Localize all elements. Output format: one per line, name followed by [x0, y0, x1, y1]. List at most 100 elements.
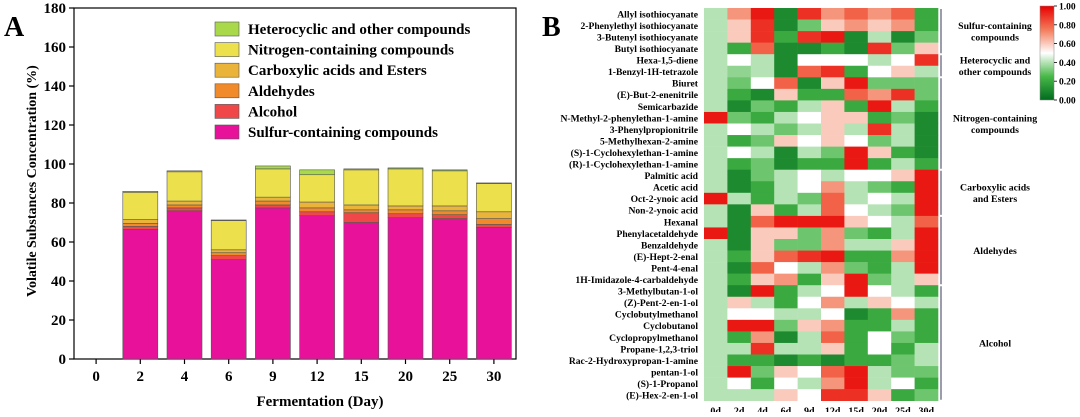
heatmap-row-label: Allyl isothiocyanate	[617, 9, 698, 20]
heatmap-cell	[867, 215, 892, 228]
heatmap-row-label: Propane-1,2,3-triol	[620, 344, 698, 355]
heatmap-cell	[774, 8, 798, 20]
heatmap-cell	[704, 100, 728, 113]
heatmap-cell	[797, 296, 822, 309]
heatmap-cell	[821, 77, 845, 90]
x-tick-label: 0	[92, 369, 100, 385]
heatmap-cell	[891, 88, 915, 101]
heatmap-cell	[821, 54, 845, 67]
heatmap-cell	[844, 354, 869, 367]
heatmap-cell	[844, 100, 869, 113]
heatmap-cell	[867, 111, 892, 124]
heatmap-cell	[704, 342, 728, 355]
heatmap-cell	[797, 135, 822, 147]
group-label: Sulfur-containing	[958, 21, 1032, 32]
heatmap-cell	[844, 389, 869, 401]
heatmap-cell	[727, 135, 752, 147]
heatmap-cell	[844, 169, 869, 182]
heatmap-cell	[844, 146, 869, 159]
heatmap-cell	[821, 354, 845, 367]
heatmap-cell	[750, 19, 775, 32]
heatmap-row-label: Phenylacetaldehyde	[616, 229, 698, 240]
heatmap-cell	[774, 135, 798, 147]
heatmap-cell	[821, 319, 845, 332]
group-label: Aldehydes	[973, 246, 1017, 257]
heatmap-row-label: Biuret	[672, 79, 699, 90]
colorbar-gradient	[1039, 5, 1055, 101]
heatmap-cell	[704, 31, 728, 43]
heatmap-cell	[844, 285, 869, 298]
colorbar-tick-label: 0.60	[1059, 40, 1076, 50]
heatmap-cell	[727, 366, 752, 378]
heatmap-cell	[891, 135, 915, 147]
heatmap-cell	[891, 296, 915, 309]
heatmap-cell	[891, 239, 915, 251]
panel-a-bars	[122, 165, 512, 360]
bar-segment	[343, 168, 380, 171]
heatmap-cell	[821, 204, 845, 217]
heatmap-cell	[797, 227, 822, 240]
heatmap-cell	[844, 239, 869, 251]
heatmap-cell	[891, 181, 915, 194]
heatmap-row-label: Cyclobutylmethanol	[615, 310, 698, 321]
heatmap-cell	[774, 262, 798, 274]
bar-segment	[166, 204, 203, 209]
legend-swatch	[214, 42, 240, 57]
heatmap-cell	[727, 192, 752, 205]
y-tick-label: 160	[44, 40, 67, 56]
bar-segment	[210, 259, 247, 360]
bar-segment	[476, 211, 512, 219]
heatmap-cell	[867, 285, 892, 298]
heatmap-cell	[774, 354, 798, 367]
panel-b-label: B	[542, 12, 561, 43]
heatmap-row-label: pentan-1-ol	[651, 367, 698, 378]
heatmap-cell	[867, 181, 892, 194]
heatmap-cell	[891, 111, 915, 124]
heatmap-cell	[867, 273, 892, 286]
heatmap-column-label: 20d	[872, 407, 888, 412]
heatmap-cell	[867, 204, 892, 217]
heatmap-cell	[867, 146, 892, 159]
heatmap-cell	[867, 366, 892, 378]
bar-segment	[343, 204, 380, 211]
heatmap-cell	[774, 111, 798, 124]
heatmap-cell	[844, 77, 869, 90]
bar-segment	[431, 169, 468, 172]
heatmap-cell	[867, 65, 892, 78]
bar-segment	[476, 182, 512, 184]
heatmap-cell	[750, 169, 775, 182]
heatmap-cell	[727, 227, 752, 240]
heatmap-cell	[704, 273, 728, 286]
heatmap-cell	[914, 296, 939, 309]
y-tick-label: 40	[51, 274, 66, 290]
heatmap-row-label: (E)-Hex-2-en-1-ol	[626, 391, 698, 402]
heatmap-cell	[774, 331, 798, 344]
heatmap-cell	[774, 239, 798, 251]
bar-segment	[299, 211, 335, 216]
heatmap-cell	[867, 389, 892, 401]
heatmap-cell	[891, 377, 915, 390]
heatmap-cell	[844, 273, 869, 286]
heatmap-row-label: Non-2-ynoic acid	[628, 206, 698, 217]
bar-segment	[210, 252, 247, 256]
heatmap-cell	[727, 389, 752, 401]
heatmap-cell	[797, 31, 822, 43]
x-tick-label: 9	[269, 369, 277, 385]
heatmap-cell	[774, 377, 798, 390]
heatmap-cell	[750, 77, 775, 90]
heatmap-cell	[750, 227, 775, 240]
legend-swatch	[214, 21, 240, 37]
colorbar-tick-label: 1.00	[1059, 3, 1076, 13]
heatmap-cell	[774, 31, 798, 43]
bar-segment	[299, 207, 335, 213]
heatmap-cell	[750, 135, 775, 147]
bar-segment	[166, 171, 203, 202]
heatmap-column-label: 2d	[734, 407, 745, 412]
bar-segment	[431, 170, 468, 207]
heatmap-cell	[750, 192, 775, 205]
y-tick-label: 80	[51, 196, 66, 212]
bar-segment	[387, 205, 424, 211]
heatmap-cell	[797, 342, 822, 355]
heatmap-cell	[844, 250, 869, 263]
